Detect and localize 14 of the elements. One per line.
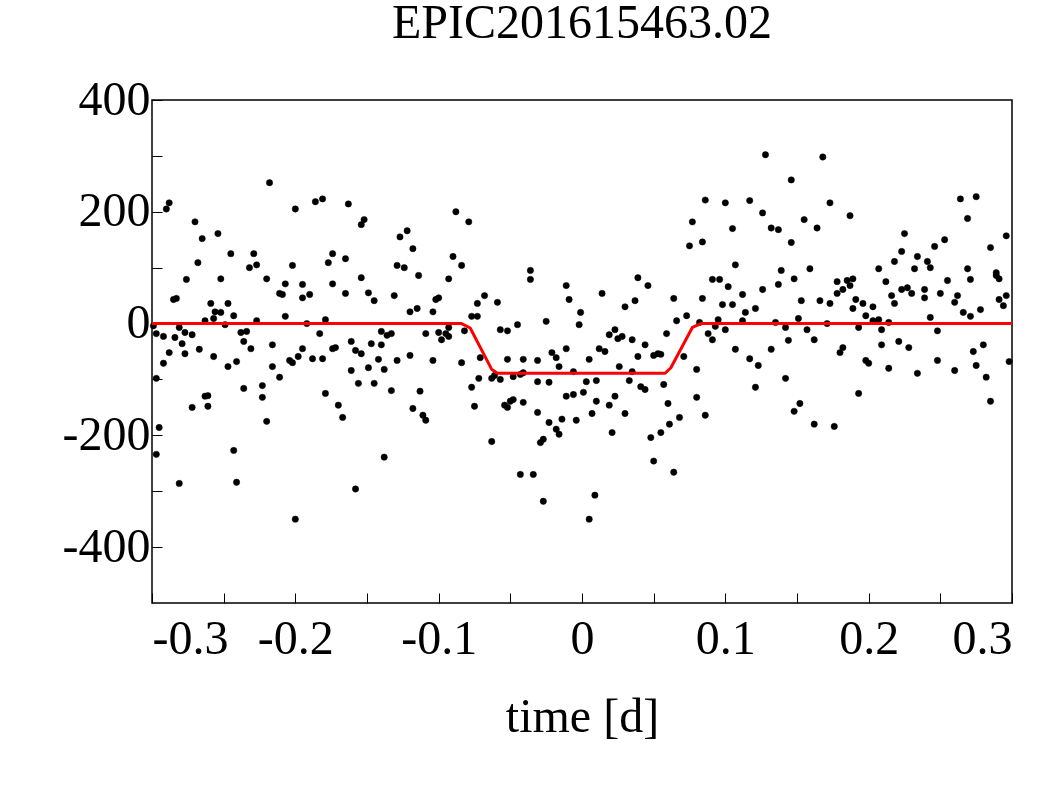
x-tick-label: 0.1 (695, 610, 756, 664)
y-tick-label: -200 (62, 406, 151, 460)
y-tick-label: 0 (126, 295, 151, 349)
y-tick-label: 200 (78, 183, 151, 237)
x-tick-label: -0.2 (257, 610, 334, 664)
y-tick-label: -400 (62, 518, 151, 572)
x-tick-label: 0 (570, 610, 595, 664)
x-tick-label: -0.3 (152, 610, 229, 664)
y-tick-label: 400 (78, 71, 151, 125)
x-tick-label: 0.2 (839, 610, 900, 664)
x-tick-label: -0.1 (401, 610, 478, 664)
x-axis-title: time [d] (505, 688, 660, 742)
chart-title: EPIC201615463.02 (391, 0, 773, 48)
x-tick-label: 0.3 (952, 610, 1013, 664)
